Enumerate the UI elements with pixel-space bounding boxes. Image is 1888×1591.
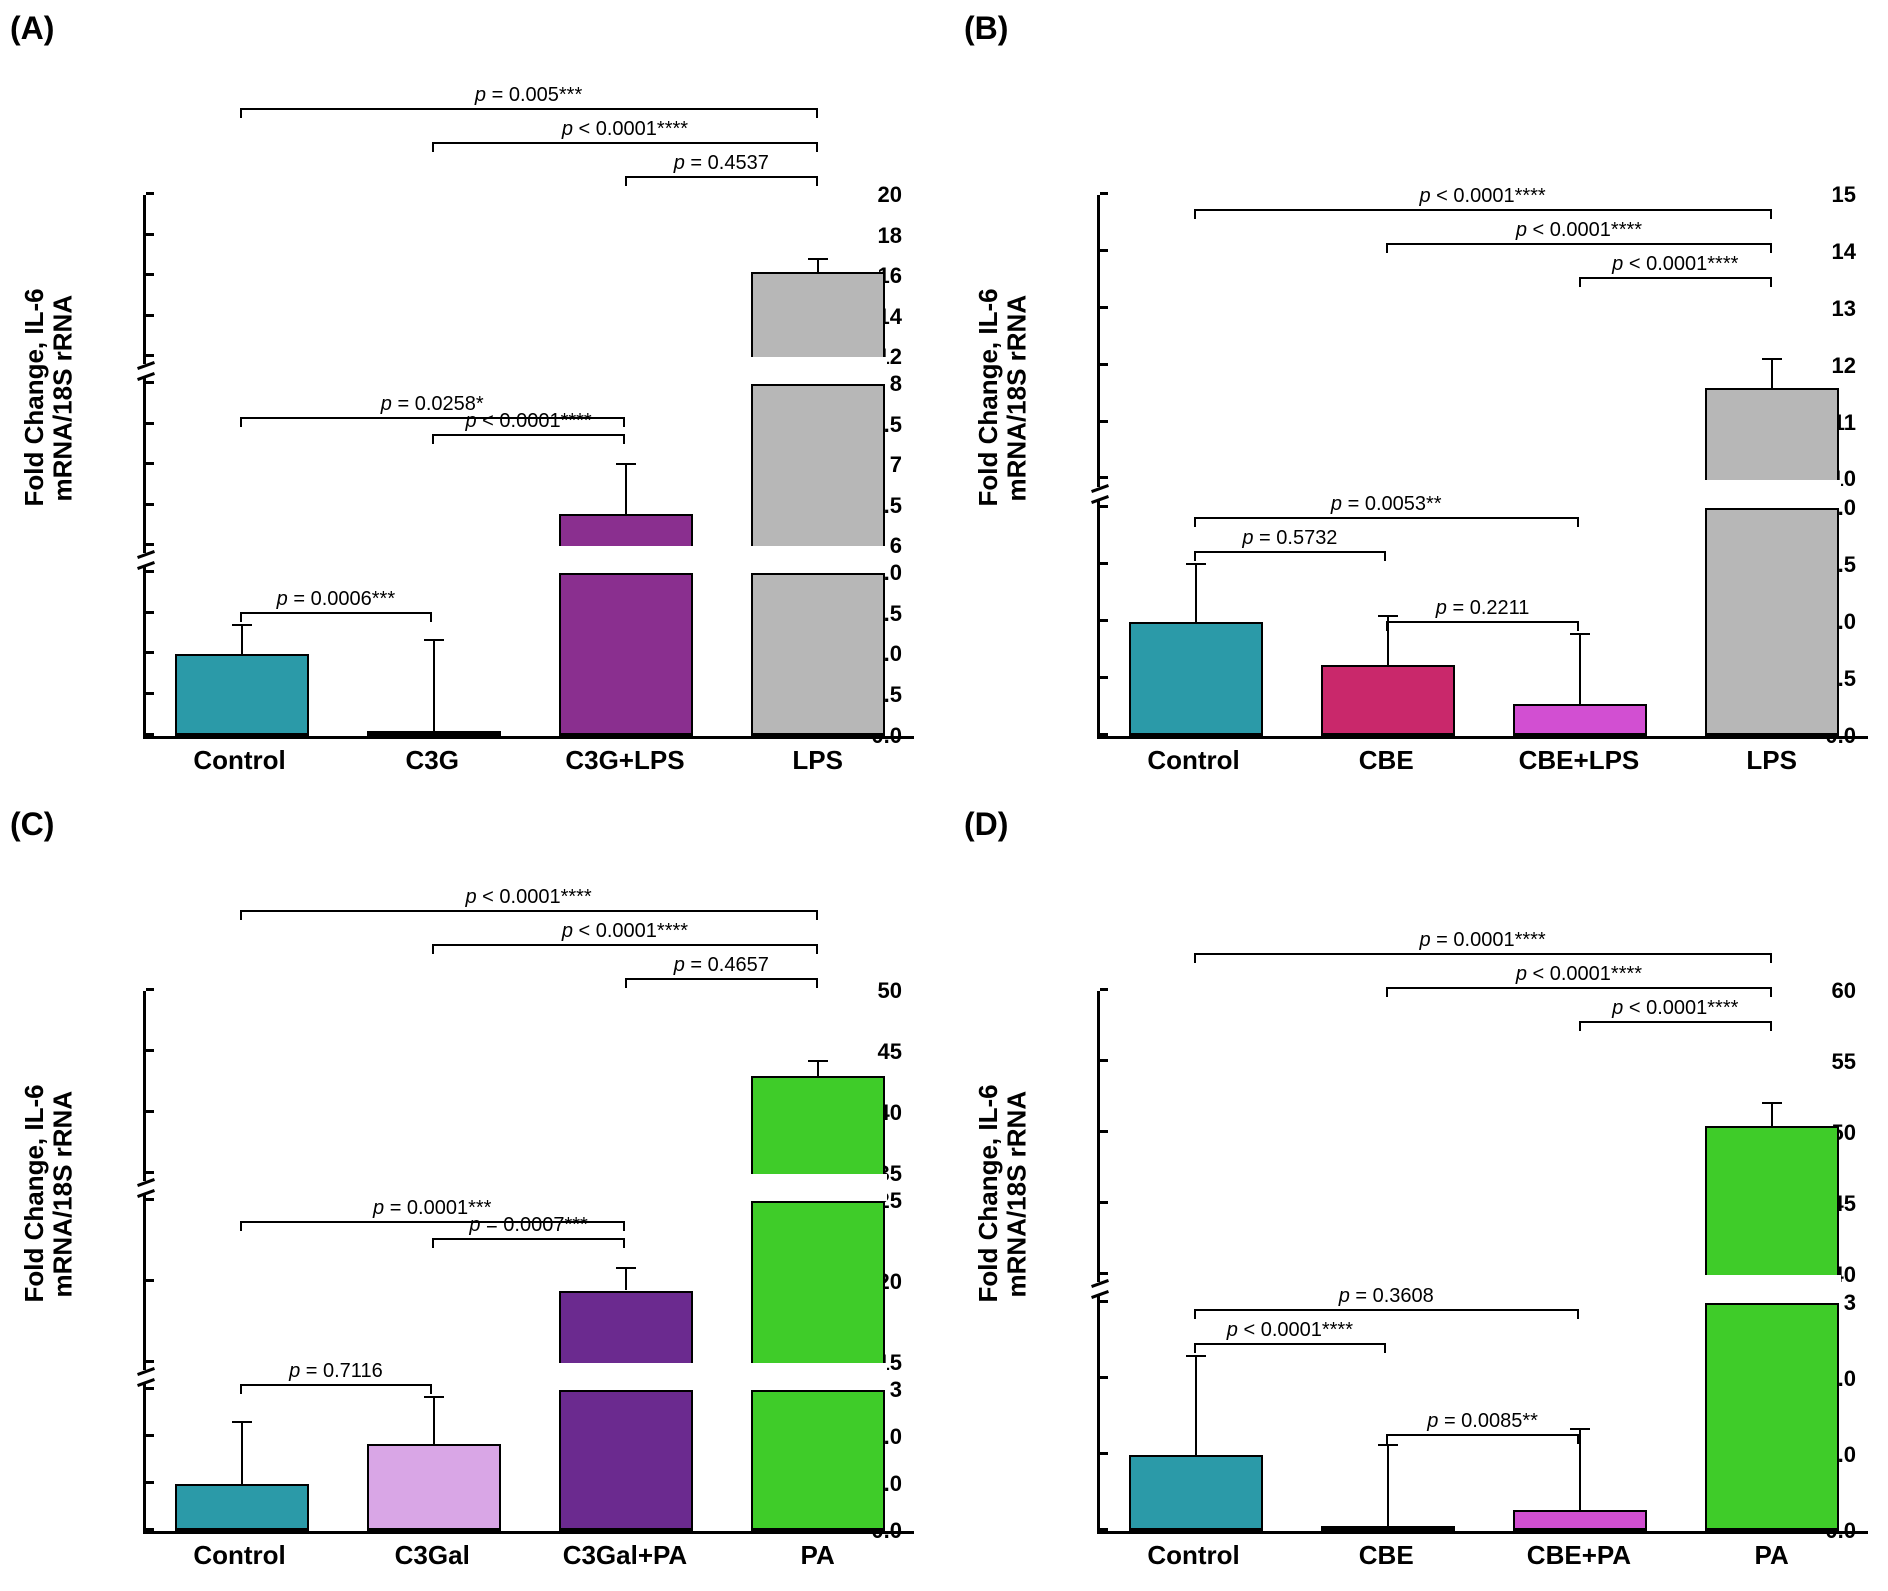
x-tick-label: Control (143, 745, 336, 776)
x-tick-label: CBE+PA (1483, 1540, 1676, 1571)
x-tick-label: LPS (1675, 745, 1868, 776)
error-bar (817, 260, 819, 272)
bar (1705, 1126, 1839, 1531)
bar (1129, 622, 1263, 736)
bar (559, 1290, 693, 1531)
plot-area: 0.00.51.01.52.0101112131415 (1097, 195, 1868, 739)
error-bar (1195, 565, 1197, 622)
bar (559, 514, 693, 736)
x-tick-label: CBE (1290, 745, 1483, 776)
y-axis-label: Fold Change, IL-6mRNA/18S rRNA (974, 816, 1031, 1572)
error-bar (1387, 617, 1389, 665)
x-tick-label: Control (1097, 745, 1290, 776)
error-bar (625, 465, 627, 514)
x-tick-label: Control (1097, 1540, 1290, 1571)
x-tick-label: LPS (721, 745, 914, 776)
bar (175, 1484, 309, 1531)
bar (367, 1444, 501, 1531)
x-tick-label: CBE (1290, 1540, 1483, 1571)
error-bar (241, 626, 243, 654)
x-tick-label: Control (143, 1540, 336, 1571)
error-bar (433, 641, 435, 734)
bar (367, 734, 501, 736)
x-tick-label: C3Gal+PA (529, 1540, 722, 1571)
bar (751, 272, 885, 735)
plot-area: 0.01.02.0315202535404550 (143, 991, 914, 1535)
panel-c: (C)Fold Change, IL-6mRNA/18S rRNA0.01.02… (20, 816, 914, 1572)
error-bar (1195, 1357, 1197, 1456)
bar (1513, 704, 1647, 736)
figure-grid: (A)Fold Change, IL-6mRNA/18S rRNA0.00.51… (20, 20, 1868, 1571)
bar (1321, 1529, 1455, 1531)
bar (1321, 665, 1455, 736)
error-bar (625, 1269, 627, 1290)
error-bar (1771, 360, 1773, 388)
panel-d: (D)Fold Change, IL-6mRNA/18S rRNA0.01.02… (974, 816, 1868, 1572)
error-bar (817, 1062, 819, 1077)
x-tick-label: C3G (336, 745, 529, 776)
x-tick-label: C3G+LPS (529, 745, 722, 776)
x-tick-label: PA (721, 1540, 914, 1571)
bar (175, 654, 309, 735)
plot-area: 0.00.51.01.52.066.577.581214161820 (143, 195, 914, 739)
x-tick-label: PA (1675, 1540, 1868, 1571)
bar (1129, 1455, 1263, 1531)
error-bar (1387, 1446, 1389, 1529)
error-bar (433, 1398, 435, 1445)
error-bar (1579, 635, 1581, 703)
y-axis-label: Fold Change, IL-6mRNA/18S rRNA (974, 20, 1031, 776)
plot-area: 0.01.02.034045505560 (1097, 991, 1868, 1535)
y-axis-label: Fold Change, IL-6mRNA/18S rRNA (20, 20, 77, 776)
x-tick-label: CBE+LPS (1483, 745, 1676, 776)
bar (1705, 388, 1839, 735)
panel-a: (A)Fold Change, IL-6mRNA/18S rRNA0.00.51… (20, 20, 914, 776)
bar (1513, 1510, 1647, 1531)
error-bar (241, 1423, 243, 1484)
error-bar (1771, 1104, 1773, 1125)
y-axis-label: Fold Change, IL-6mRNA/18S rRNA (20, 816, 77, 1572)
x-tick-label: C3Gal (336, 1540, 529, 1571)
bar (751, 1076, 885, 1531)
error-bar (1579, 1430, 1581, 1510)
panel-b: (B)Fold Change, IL-6mRNA/18S rRNA0.00.51… (974, 20, 1868, 776)
